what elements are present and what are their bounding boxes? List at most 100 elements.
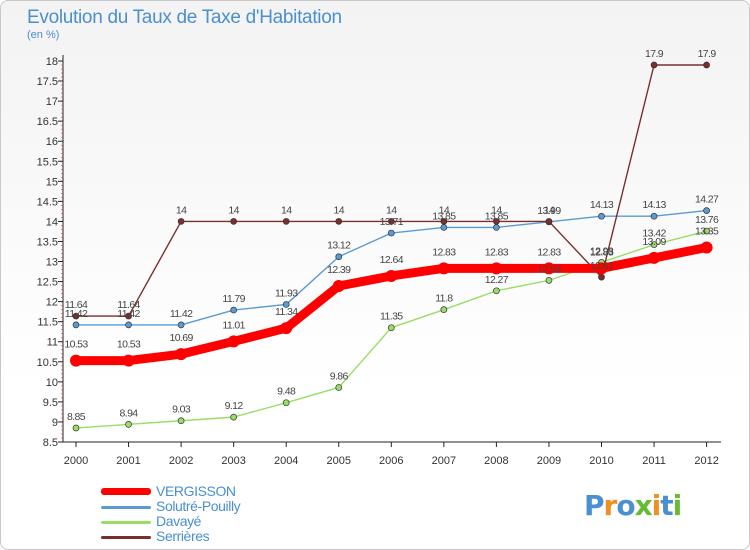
x-tick-label: 2000 (64, 455, 88, 467)
y-tick-label: 17.5 (37, 76, 58, 88)
y-tick-label: 10.5 (37, 357, 58, 369)
data-label: 11.64 (117, 299, 140, 311)
x-tick-label: 2007 (432, 455, 456, 467)
y-tick-label: 15.5 (37, 156, 58, 168)
x-tick-label: 2009 (537, 455, 561, 467)
data-label: 13.76 (695, 214, 719, 226)
data-label: 13.85 (432, 210, 456, 222)
chart-subtitle: (en %) (27, 29, 60, 41)
data-label: 9.12 (225, 400, 244, 412)
data-point (230, 218, 237, 225)
data-label: 11.42 (65, 308, 88, 320)
data-label: 12.39 (327, 264, 351, 276)
data-point (595, 262, 608, 275)
logo-letter: x (634, 489, 653, 522)
data-point (650, 61, 658, 69)
logo-letter: i (651, 489, 662, 522)
data-label: 14 (491, 204, 502, 216)
y-tick-label: 9.5 (43, 397, 58, 409)
legend-swatch (101, 506, 151, 509)
data-label: 10.53 (117, 339, 141, 351)
legend-label: Davayé (156, 513, 202, 529)
data-point (490, 262, 503, 275)
data-point (598, 273, 605, 281)
data-label: 13.35 (695, 225, 719, 237)
data-label: 14 (386, 204, 397, 216)
data-label: 11.35 (380, 311, 403, 323)
data-label: 12.64 (380, 254, 404, 266)
y-tick-label: 10 (46, 377, 58, 389)
data-point (650, 241, 658, 249)
data-point (335, 384, 343, 391)
y-tick-label: 12 (46, 297, 58, 309)
data-label: 12.98 (590, 245, 614, 257)
data-point (703, 207, 710, 214)
data-point (545, 218, 553, 225)
data-label: 11.93 (275, 287, 298, 299)
data-label: 11.64 (65, 299, 88, 311)
axes: 8.5 9 9.5 10 10.5 11 11.5 12 12.5 13 13.5 14 14.5 15 1… (37, 55, 721, 467)
x-tick-label: 2011 (642, 455, 666, 467)
data-point (437, 262, 450, 275)
data-point (542, 262, 555, 275)
data-label: 14 (334, 204, 345, 216)
x-tick-label: 2003 (221, 455, 245, 467)
data-point (125, 321, 132, 329)
data-point (280, 322, 293, 335)
x-tick-label: 2010 (589, 455, 613, 467)
data-point (332, 279, 345, 292)
data-point (72, 321, 80, 329)
data-label: 10.53 (64, 339, 88, 351)
y-tick-label: 8.5 (43, 437, 58, 449)
data-point (227, 335, 240, 348)
data-label: 14.13 (590, 199, 614, 211)
data-point (493, 287, 500, 295)
x-tick-label: 2001 (116, 455, 140, 467)
y-tick-label: 16.5 (37, 116, 58, 128)
data-point (335, 218, 343, 225)
data-label: 11.8 (435, 293, 453, 305)
logo-letter: i (672, 489, 683, 522)
data-label: 8.94 (120, 407, 139, 419)
data-label: 14.13 (642, 199, 666, 211)
y-tick-label: 14.5 (37, 196, 58, 208)
data-point (282, 218, 290, 225)
data-label: 12.83 (590, 246, 614, 258)
data-point (72, 424, 80, 432)
point-labels: 10.53 10.53 10.69 11.01 11.34 12.39 12.64 12.83… (64, 48, 719, 423)
x-tick-label: 2012 (694, 455, 718, 467)
data-point (700, 241, 713, 254)
data-label: 11.01 (222, 319, 245, 331)
logo-letter: t (660, 489, 673, 522)
y-tick-label: 17 (46, 96, 58, 108)
data-point (387, 218, 395, 225)
data-label: 13.12 (327, 240, 351, 252)
x-tick-label: 2006 (379, 455, 403, 467)
data-point (125, 312, 132, 320)
data-label: 13.42 (642, 228, 666, 240)
x-tick-label: 2005 (327, 455, 351, 467)
data-point (387, 229, 395, 237)
chart-title: Evolution du Taux de Taxe d'Habitation (27, 7, 342, 28)
data-label: 17.9 (645, 48, 664, 60)
data-point (440, 218, 448, 225)
legend-swatch (101, 521, 151, 524)
legend-label: Solutré-Pouilly (156, 498, 241, 514)
logo-letter: o (616, 489, 635, 522)
data-point (650, 212, 658, 220)
legend-swatch (101, 488, 151, 495)
x-tick-label: 2004 (274, 455, 298, 467)
data-point (175, 348, 188, 361)
data-label: 13.71 (380, 216, 404, 228)
logo-letter: r (603, 489, 618, 522)
data-label: 9.86 (330, 370, 349, 382)
legend-label: VERGISSON (156, 483, 236, 499)
data-point (335, 253, 343, 261)
y-tick-label: 18 (46, 56, 58, 68)
data-label: 10.69 (169, 332, 193, 344)
y-tick-label: 11.5 (37, 317, 58, 329)
legend-label: Serrières (156, 528, 210, 544)
series-lines (70, 61, 713, 432)
data-label: 14 (281, 204, 292, 216)
